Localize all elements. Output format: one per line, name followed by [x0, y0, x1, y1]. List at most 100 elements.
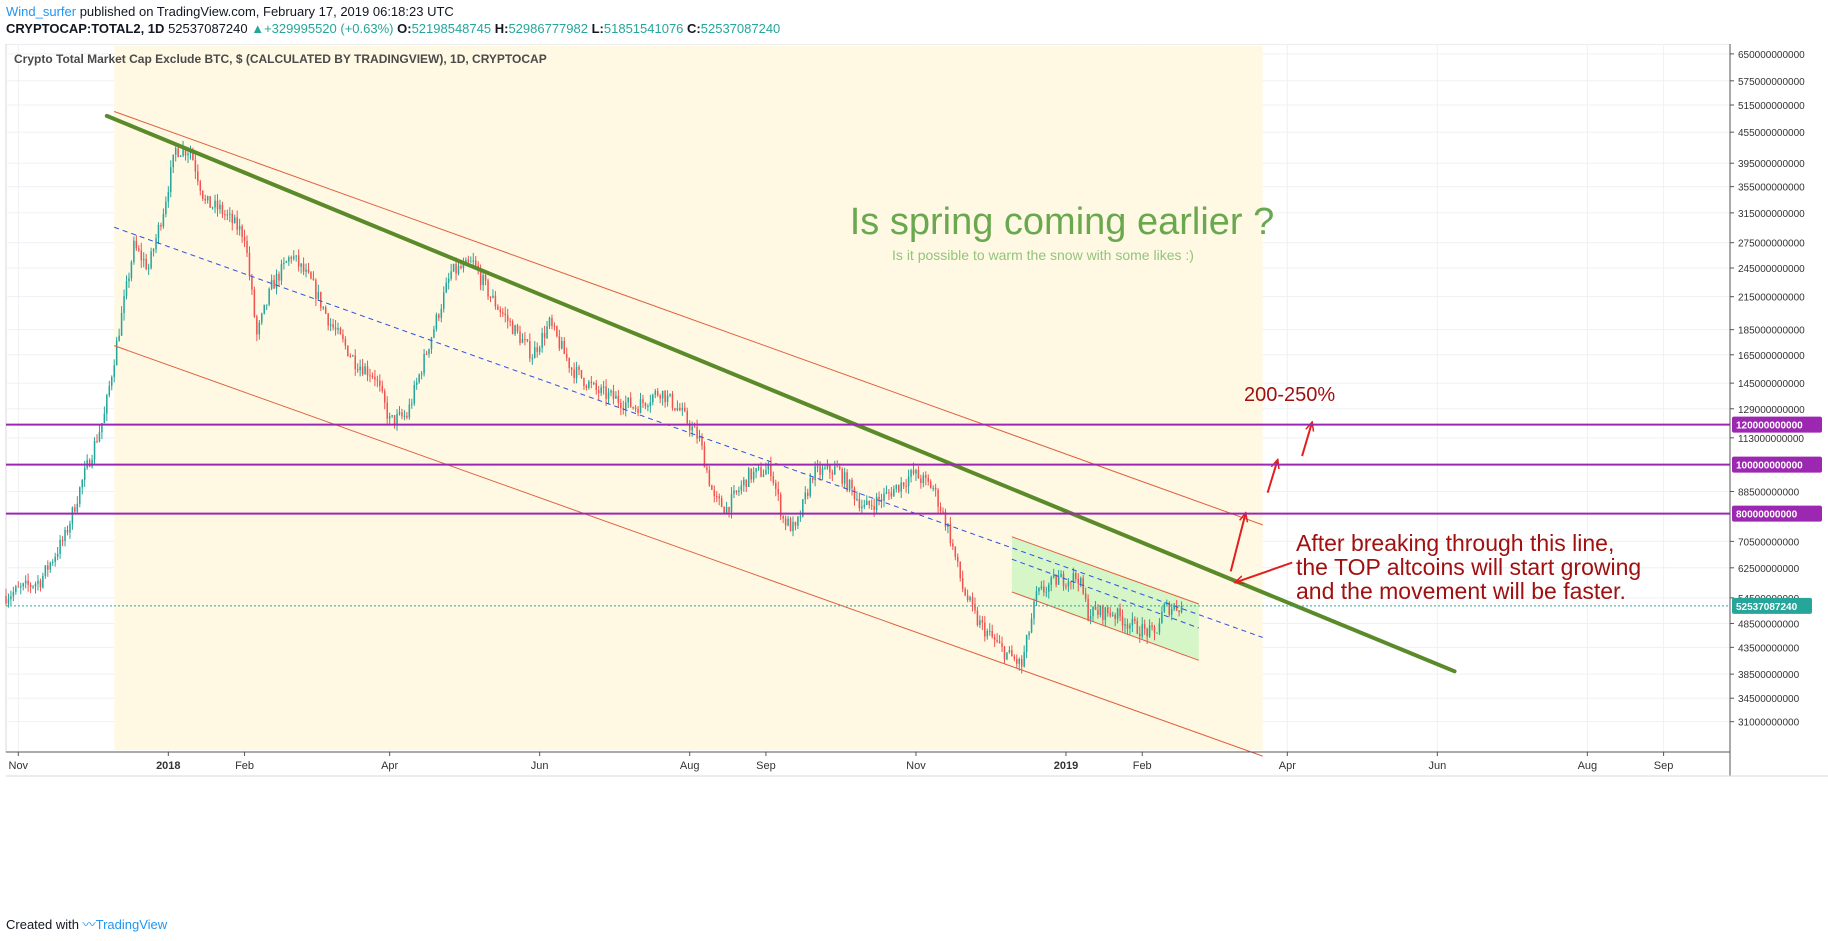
candle-body [696, 427, 698, 439]
candle-body [238, 226, 241, 230]
candle-body [322, 307, 325, 309]
candle-body [1178, 610, 1180, 613]
x-tick-label: Sep [1654, 760, 1674, 772]
candle-body [329, 324, 332, 326]
candle-body [848, 479, 851, 491]
axes[interactable]: 650000000000 575000000000 515000000000 4550… [6, 44, 1828, 777]
candle-body [934, 487, 937, 490]
candle-body [1102, 606, 1104, 620]
candle-body [895, 484, 898, 489]
candle-body [593, 383, 595, 385]
candle-body [66, 530, 69, 533]
candle-body [632, 407, 634, 409]
candle-body [620, 402, 622, 409]
high-value: 52986777982 [508, 21, 588, 36]
candle-body [688, 423, 691, 431]
candle-body [34, 583, 37, 587]
candle-body [679, 407, 681, 411]
small-channel-upper-line[interactable] [1011, 536, 1199, 605]
candle-body [194, 160, 197, 172]
candle-body [81, 480, 84, 488]
level-price-label: 120000000000 [1736, 421, 1803, 432]
candle-body [56, 553, 59, 557]
candle-body [984, 622, 986, 637]
candle-body [359, 366, 361, 371]
drawings[interactable] [6, 111, 1730, 757]
candle-body [256, 316, 258, 335]
y-tick-label: 48500000000 [1738, 619, 1800, 630]
candle-body [647, 405, 649, 407]
candle-body [551, 317, 553, 326]
candle-body [1151, 625, 1153, 627]
candle-body [775, 482, 777, 489]
candle-body [939, 506, 942, 512]
arrow[interactable] [1236, 561, 1293, 583]
tradingview-link[interactable]: TradingView [95, 917, 168, 932]
x-tick-label: Nov [9, 760, 29, 772]
candle-body [229, 213, 231, 215]
candle-body [902, 482, 905, 487]
candle-body [263, 304, 265, 314]
candle-body [1057, 577, 1060, 585]
change-value: +329995520 (+0.63%) [264, 21, 394, 36]
author-link[interactable]: Wind_surfer [6, 4, 77, 19]
candle-body [425, 353, 428, 355]
y-tick-label: 145000000000 [1738, 379, 1805, 390]
candle-body [770, 463, 772, 477]
candle-body [307, 269, 310, 273]
candle-body [1047, 584, 1050, 592]
main-trendline[interactable] [104, 113, 1457, 674]
candle-body [492, 295, 494, 298]
horizontal-levels[interactable]: 120000000000 100000000000 80000000000 [6, 416, 1822, 522]
x-tick-label: 2018 [156, 760, 180, 772]
level-price-label: 80000000000 [1736, 510, 1798, 521]
arrow[interactable] [1301, 423, 1312, 457]
candle-body [760, 467, 762, 477]
arrow[interactable] [1266, 460, 1278, 494]
candle-body [966, 595, 969, 601]
channel-lower-line[interactable] [114, 345, 1263, 757]
candle-body [1116, 608, 1119, 619]
candle-body [447, 278, 450, 283]
x-tick-label: Jun [1428, 760, 1446, 772]
candle-body [725, 507, 728, 514]
candle-body [561, 341, 563, 349]
candle-body [868, 500, 870, 505]
candle-body [873, 506, 875, 510]
small-channel-mid-line[interactable] [1011, 558, 1199, 629]
candle-body [199, 181, 202, 191]
candle-body [1124, 624, 1126, 626]
candle-body [1119, 608, 1121, 617]
candle-body [944, 511, 947, 527]
candle-body [71, 507, 74, 524]
candle-body [806, 492, 809, 496]
candle-body [991, 630, 993, 637]
candle-body [152, 249, 155, 252]
chart-area[interactable]: 120000000000 100000000000 80000000000 Is s… [0, 44, 1828, 906]
candle-body [870, 504, 873, 507]
candle-body [1077, 578, 1080, 584]
candle-body [356, 369, 359, 371]
candle-body [1134, 618, 1136, 621]
candle-body [59, 539, 61, 554]
candle-body [147, 268, 150, 270]
candle-body [29, 584, 32, 587]
candle-body [1158, 623, 1161, 633]
publish-info: Wind_surfer published on TradingView.com… [6, 4, 454, 19]
arrow[interactable] [1229, 514, 1246, 572]
publish-header: Wind_surfer published on TradingView.com… [0, 0, 1828, 44]
candle-body [1013, 656, 1016, 659]
candle-body [1131, 618, 1134, 626]
breakout-text-line1: After breaking through this line, [1296, 530, 1614, 556]
candle-body [1121, 616, 1124, 626]
candle-body [51, 561, 54, 563]
candle-body [438, 314, 440, 318]
candle-body [443, 292, 445, 309]
candle-body [1062, 574, 1065, 587]
candle-body [718, 496, 720, 499]
candle-body [201, 190, 204, 199]
small-channel-lower-line[interactable] [1011, 591, 1199, 661]
channel-upper-line[interactable] [114, 111, 1263, 526]
candle-body [917, 469, 920, 479]
candle-body [900, 482, 902, 492]
